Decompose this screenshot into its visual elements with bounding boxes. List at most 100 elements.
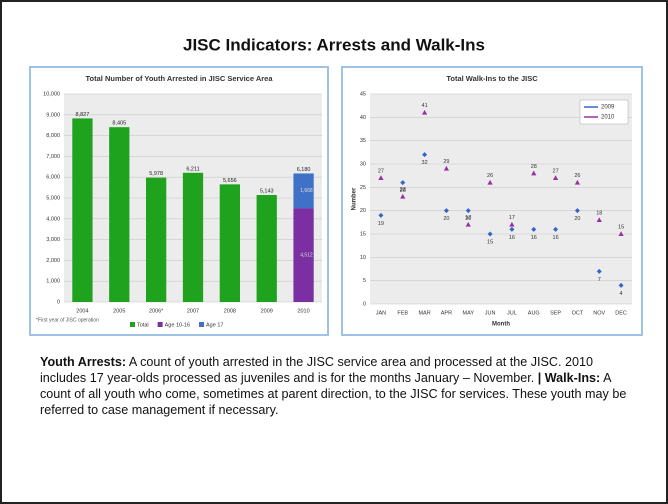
value-label: 8,827 bbox=[76, 112, 90, 118]
marker bbox=[531, 170, 537, 176]
y-tick-label: 40 bbox=[360, 115, 366, 121]
y-tick-label: 8,000 bbox=[46, 133, 60, 139]
legend-label: Total bbox=[137, 322, 149, 328]
description: Youth Arrests: A count of youth arrested… bbox=[40, 354, 640, 418]
marker bbox=[378, 212, 384, 218]
point-label: 7 bbox=[598, 277, 601, 283]
y-tick-label: 25 bbox=[360, 185, 366, 191]
legend-swatch bbox=[130, 322, 135, 327]
annotation: 6,180 bbox=[297, 167, 311, 173]
x-tick-label: MAY bbox=[462, 310, 474, 316]
point-label: 26 bbox=[574, 173, 580, 179]
legend-label: Age 17 bbox=[206, 322, 223, 328]
x-tick-label: APR bbox=[441, 310, 452, 316]
point-label: 20 bbox=[574, 216, 580, 222]
y-tick-label: 45 bbox=[360, 91, 366, 97]
y-axis-label: Number bbox=[352, 187, 358, 210]
value-label: 1,668 bbox=[300, 188, 313, 194]
marker bbox=[596, 217, 602, 222]
legend-swatch bbox=[199, 322, 205, 327]
point-label: 19 bbox=[378, 221, 384, 227]
description-text: | Walk-Ins: bbox=[537, 371, 601, 385]
marker bbox=[574, 179, 581, 185]
x-tick-label: MAR bbox=[418, 310, 430, 316]
y-tick-label: 30 bbox=[360, 161, 366, 167]
x-tick-label: 2009 bbox=[261, 308, 273, 314]
legend bbox=[579, 99, 629, 125]
point-label: 17 bbox=[509, 215, 515, 221]
point-label: 15 bbox=[618, 224, 624, 230]
y-tick-label: 3,000 bbox=[46, 237, 60, 243]
marker bbox=[552, 175, 559, 180]
point-label: 41 bbox=[422, 103, 428, 109]
value-label: 6,211 bbox=[186, 166, 199, 172]
y-tick-label: 2,000 bbox=[46, 258, 60, 264]
x-tick-label: OCT bbox=[572, 310, 584, 316]
point-label: 4 bbox=[620, 291, 623, 297]
point-label: 29 bbox=[443, 159, 449, 165]
x-tick-label: 2007 bbox=[187, 308, 199, 314]
x-tick-label: 2010 bbox=[297, 308, 309, 314]
x-tick-label: JUN bbox=[485, 310, 496, 316]
description-text: A count of youth arrested in the JISC se… bbox=[40, 355, 594, 385]
description-text: Youth Arrests: bbox=[40, 355, 127, 369]
value-label: 8,405 bbox=[112, 121, 126, 127]
marker bbox=[421, 109, 428, 115]
point-label: 16 bbox=[531, 235, 537, 241]
y-tick-label: 10,000 bbox=[43, 91, 60, 97]
x-tick-label: 2008 bbox=[224, 308, 236, 314]
value-label: 5,978 bbox=[149, 171, 163, 177]
marker bbox=[378, 175, 384, 180]
point-label: 27 bbox=[553, 168, 559, 174]
x-tick-label: 2005 bbox=[113, 308, 125, 314]
marker bbox=[596, 268, 602, 274]
x-tick-label: FEB bbox=[397, 310, 408, 316]
bar bbox=[182, 172, 204, 302]
legend-label: 2010 bbox=[601, 115, 615, 121]
x-tick-label: 2006* bbox=[149, 308, 164, 314]
y-tick-label: 10 bbox=[360, 255, 366, 261]
plot-area bbox=[370, 94, 632, 304]
point-label: 16 bbox=[553, 235, 559, 241]
marker bbox=[618, 231, 624, 236]
point-label: 16 bbox=[509, 235, 515, 241]
x-tick-label: NOV bbox=[593, 310, 605, 316]
value-label: 4,512 bbox=[300, 252, 313, 258]
bar bbox=[219, 184, 240, 302]
value-label: 5,656 bbox=[223, 178, 237, 184]
y-tick-label: 7,000 bbox=[46, 154, 60, 160]
y-tick-label: 1,000 bbox=[46, 279, 60, 285]
y-tick-label: 6,000 bbox=[46, 175, 60, 181]
bar bbox=[146, 177, 167, 302]
x-tick-label: JUL bbox=[507, 310, 517, 316]
marker bbox=[443, 208, 449, 214]
legend-label: 2009 bbox=[601, 105, 615, 111]
value-label: 5,143 bbox=[260, 188, 274, 194]
marker bbox=[443, 165, 450, 171]
point-label: 28 bbox=[531, 164, 537, 170]
marker bbox=[400, 193, 406, 199]
y-tick-label: 35 bbox=[360, 138, 366, 144]
bar bbox=[109, 127, 130, 303]
footnote: *First year of JISC operation bbox=[36, 317, 99, 323]
y-tick-label: 5 bbox=[363, 278, 366, 284]
bar bbox=[293, 208, 314, 302]
x-tick-label: DEC bbox=[615, 310, 627, 316]
point-label: 26 bbox=[400, 188, 406, 194]
bar bbox=[293, 173, 314, 209]
marker bbox=[465, 221, 471, 227]
point-label: 32 bbox=[422, 160, 428, 166]
point-label: 18 bbox=[596, 210, 602, 216]
description-text: A count of all youth who come, sometimes… bbox=[40, 371, 627, 417]
point-label: 15 bbox=[487, 239, 493, 245]
x-tick-label: SEP bbox=[550, 310, 561, 316]
marker bbox=[487, 231, 493, 237]
marker bbox=[400, 180, 406, 186]
marker bbox=[553, 226, 559, 232]
x-axis-label: Month bbox=[492, 322, 510, 328]
marker bbox=[574, 208, 580, 214]
legend-label: Age 10-16 bbox=[165, 322, 190, 328]
point-label: 20 bbox=[465, 216, 471, 222]
